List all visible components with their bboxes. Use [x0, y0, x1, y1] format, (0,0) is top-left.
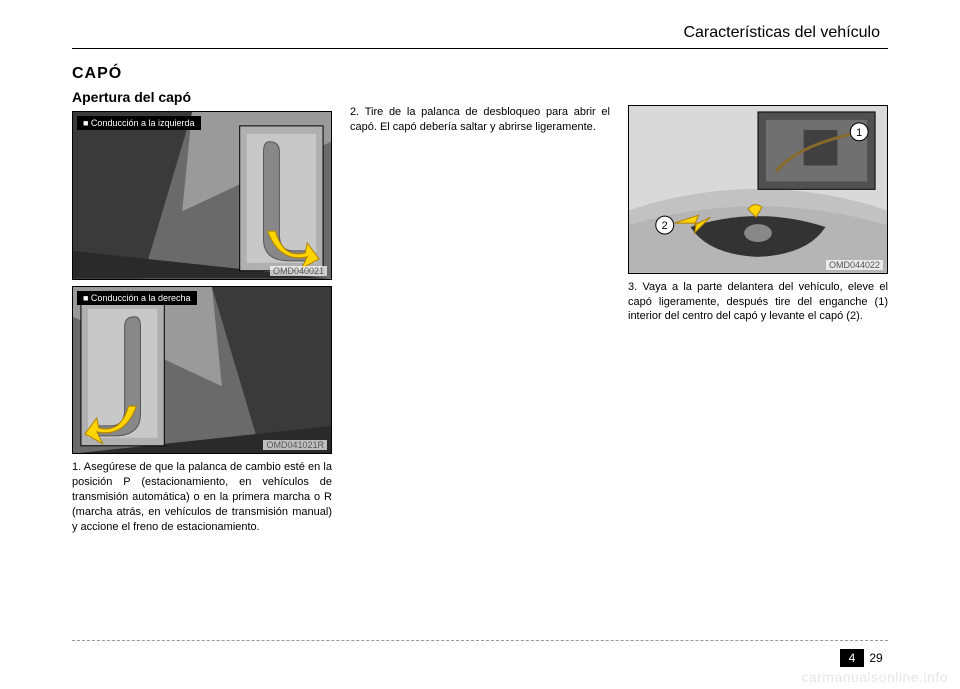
svg-text:1: 1 — [856, 127, 862, 139]
content-columns: CAPÓ Apertura del capó ■ Con — [72, 65, 888, 535]
chapter-number: 4 — [840, 649, 864, 667]
step-3-text: 3. Vaya a la parte delantera del vehícul… — [628, 280, 888, 325]
step-1-text: 1. Asegúrese de que la palanca de cambio… — [72, 460, 332, 534]
figure-code: OMD044022 — [826, 260, 883, 270]
step-2-text: 2. Tire de la palanca de desbloqueo para… — [350, 105, 610, 135]
figure-left-drive: ■ Conducción a la izquierda OMD040021 — [72, 111, 332, 280]
column-2: 2. Tire de la palanca de desbloqueo para… — [350, 65, 610, 535]
header-title: Características del vehículo — [72, 24, 888, 48]
header-rule — [72, 48, 888, 49]
figure-label: ■ Conducción a la izquierda — [77, 116, 201, 130]
figure-right-drive: ■ Conducción a la derecha OMD041021R — [72, 286, 332, 455]
figure-code: OMD040021 — [270, 266, 327, 276]
figure-front-hood: 1 2 OMD044022 — [628, 105, 888, 274]
page-number: 29 — [864, 649, 888, 667]
column-3: 1 2 OMD044022 3. Vaya a la parte delante… — [628, 65, 888, 535]
footer-rule — [72, 640, 888, 641]
page-numbers: 4 29 — [840, 649, 888, 667]
sub-title: Apertura del capó — [72, 89, 332, 105]
svg-text:2: 2 — [662, 220, 668, 232]
watermark: carmanualsonline.info — [801, 669, 948, 685]
figure-code: OMD041021R — [263, 440, 327, 450]
section-title: CAPÓ — [72, 65, 332, 83]
figure-label: ■ Conducción a la derecha — [77, 291, 197, 305]
column-1: CAPÓ Apertura del capó ■ Con — [72, 65, 332, 535]
